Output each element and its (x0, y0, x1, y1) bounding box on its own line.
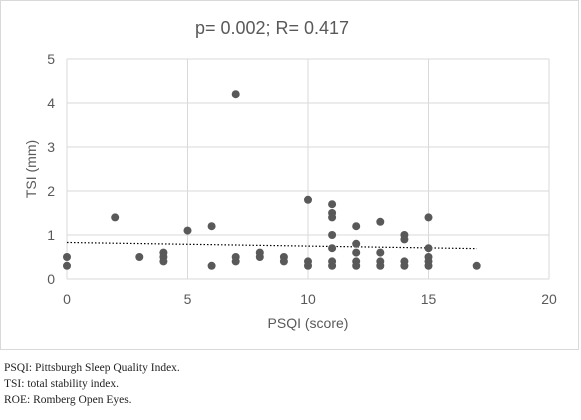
data-point (376, 248, 385, 257)
data-point (207, 261, 216, 270)
chart-frame (0, 0, 579, 350)
data-point (183, 226, 192, 235)
footnotes: PSQI: Pittsburgh Sleep Quality Index. TS… (4, 360, 180, 408)
data-points (63, 90, 481, 270)
data-point (63, 253, 71, 261)
y-tick-label: 1 (47, 227, 55, 243)
data-point (231, 257, 240, 266)
data-point (424, 213, 433, 222)
y-tick-label: 5 (47, 51, 55, 67)
x-axis-label: PSQI (score) (268, 315, 349, 331)
x-tick-label: 20 (541, 291, 557, 307)
x-tick-label: 5 (184, 291, 192, 307)
data-point (255, 253, 264, 261)
data-point (472, 261, 481, 270)
data-point (63, 261, 71, 270)
x-tick-label: 10 (300, 291, 316, 307)
data-point (304, 261, 312, 270)
trendline-line (66, 241, 477, 250)
data-point (328, 213, 337, 222)
data-point (352, 222, 361, 231)
data-point (400, 235, 409, 244)
scatter-chart: p= 0.002; R= 0.417 PSQI (score) TSI (mm)… (23, 18, 557, 331)
data-point (376, 217, 385, 226)
data-point (111, 213, 120, 222)
y-axis-label: TSI (mm) (23, 140, 39, 198)
footnote-tsi: TSI: total stability index. (4, 378, 119, 390)
y-tick-label: 2 (47, 183, 55, 199)
tick-labels: 0 1 2 3 4 5 0 5 10 15 20 (47, 51, 557, 307)
chart-title: p= 0.002; R= 0.417 (195, 18, 349, 38)
y-tick-label: 0 (47, 271, 55, 287)
y-tick-label: 3 (47, 139, 55, 155)
footnote-roe: ROE: Romberg Open Eyes. (4, 394, 132, 406)
data-point (328, 244, 337, 253)
data-point (135, 253, 144, 261)
data-point (352, 261, 361, 270)
data-point (328, 200, 337, 209)
data-point (207, 222, 216, 231)
y-tick-label: 4 (47, 95, 55, 111)
data-point (279, 257, 288, 266)
x-tick-label: 15 (421, 291, 437, 307)
data-point (352, 248, 361, 257)
x-tick-label: 0 (63, 291, 71, 307)
data-point (376, 261, 385, 270)
data-point (159, 257, 168, 266)
data-point (328, 261, 337, 270)
data-point (424, 261, 433, 270)
data-point (328, 231, 337, 239)
data-point (352, 239, 361, 248)
data-point (304, 195, 312, 204)
trendline (66, 241, 477, 250)
footnote-psqi: PSQI: Pittsburgh Sleep Quality Index. (4, 362, 180, 374)
data-point (424, 244, 433, 253)
data-point (400, 261, 409, 270)
gridlines (66, 58, 550, 280)
data-point (231, 90, 240, 99)
